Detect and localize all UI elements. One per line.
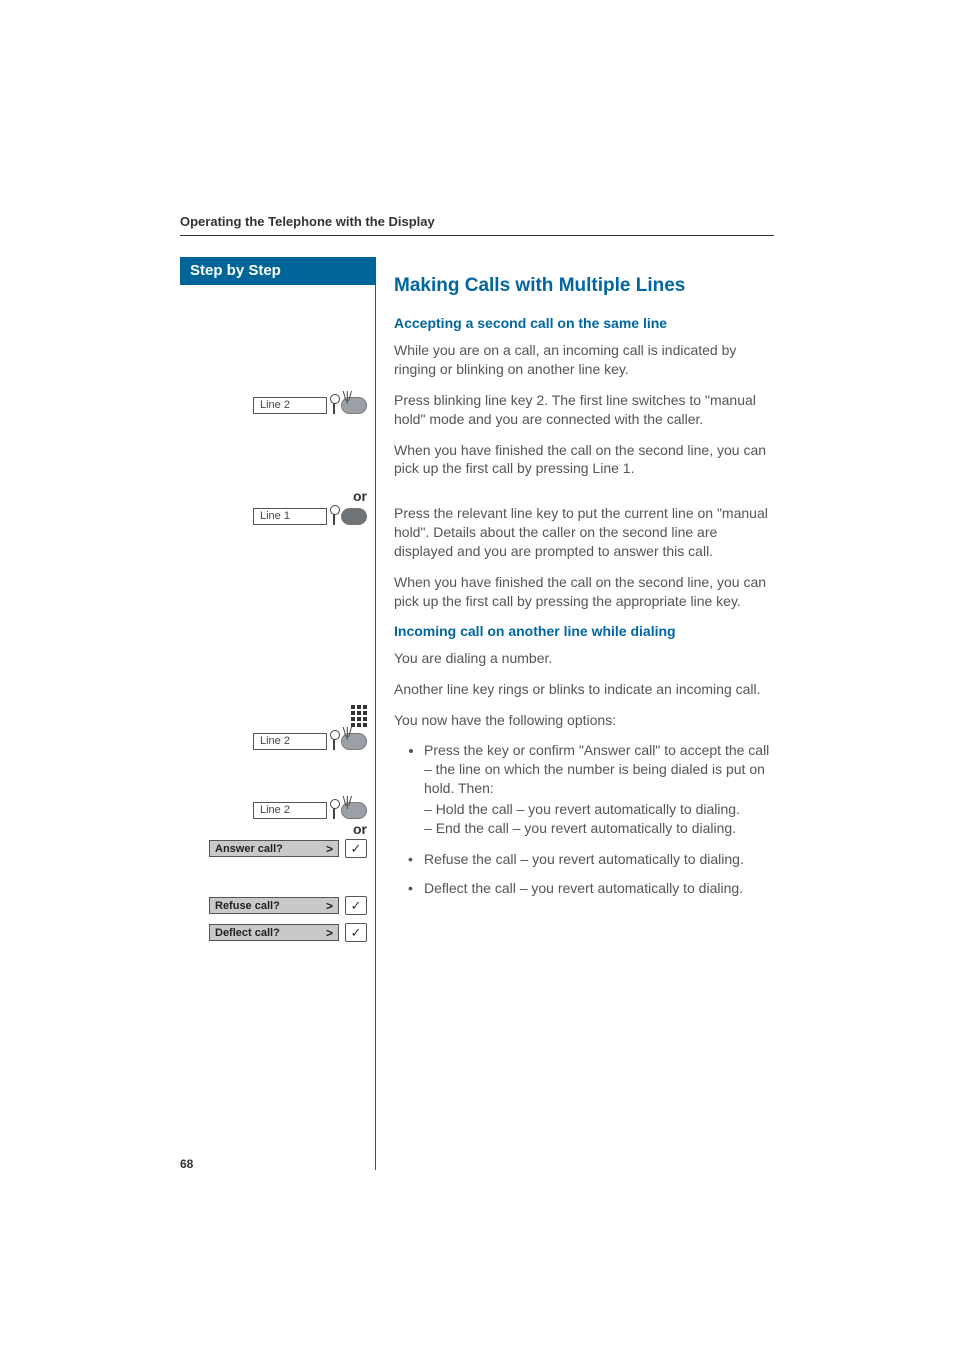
list-item: Press the key or confirm "Answer call" t…: [424, 741, 774, 837]
led-icon: [333, 509, 335, 525]
list-item: End the call – you revert automatically …: [424, 819, 774, 838]
list-item: Hold the call – you revert automatically…: [424, 800, 774, 819]
oval-key-icon[interactable]: [341, 508, 367, 525]
displaykey-label: Refuse call?: [215, 900, 280, 912]
confirm-button[interactable]: ✓: [345, 923, 367, 942]
two-column-layout: Step by Step \|/ Line 2 or Line 1: [180, 257, 774, 1170]
answer-call-displaykey[interactable]: Answer call? >: [209, 840, 339, 857]
page: Operating the Telephone with the Display…: [0, 0, 954, 1351]
paragraph: When you have finished the call on the s…: [394, 441, 774, 479]
displaykey-label: Deflect call?: [215, 927, 280, 939]
line-key-row: Line 1: [180, 508, 367, 525]
paragraph: You are dialing a number.: [394, 649, 774, 668]
paragraph: Another line key rings or blinks to indi…: [394, 680, 774, 699]
paragraph: Press blinking line key 2. The first lin…: [394, 391, 774, 429]
or-label: or: [180, 488, 367, 504]
display-key-row: Answer call? > ✓: [180, 839, 367, 858]
paragraph: When you have finished the call on the s…: [394, 573, 774, 611]
left-column: Step by Step \|/ Line 2 or Line 1: [180, 257, 376, 1170]
step-by-step-bar: Step by Step: [180, 257, 376, 285]
section-title: Making Calls with Multiple Lines: [394, 275, 774, 297]
chevron-icon: >: [320, 899, 333, 913]
line2-key-label: Line 2: [253, 397, 327, 414]
refuse-call-displaykey[interactable]: Refuse call? >: [209, 897, 339, 914]
line-key-row: \|/ Line 2: [180, 733, 367, 750]
blink-icon: \|/: [343, 724, 351, 740]
chevron-icon: >: [320, 926, 333, 940]
spacer: [180, 533, 367, 705]
line-key-row: \|/ Line 2: [180, 802, 367, 819]
running-head: Operating the Telephone with the Display: [180, 214, 774, 236]
confirm-button[interactable]: ✓: [345, 896, 367, 915]
line2-key-label: Line 2: [253, 733, 327, 750]
led-icon: [333, 803, 335, 819]
led-icon: [333, 398, 335, 414]
keypad-row: [180, 705, 367, 727]
spacer: [180, 758, 367, 802]
confirm-button[interactable]: ✓: [345, 839, 367, 858]
page-number: 68: [180, 1157, 193, 1171]
line-key-row: \|/ Line 2: [180, 397, 367, 414]
bullet-list: Press the key or confirm "Answer call" t…: [394, 741, 774, 837]
deflect-call-displaykey[interactable]: Deflect call? >: [209, 924, 339, 941]
led-icon: [333, 734, 335, 750]
blink-icon: \|/: [343, 793, 351, 809]
spacer: [180, 866, 367, 896]
subheading: Accepting a second call on the same line: [394, 315, 774, 331]
line2-key-label: Line 2: [253, 802, 327, 819]
display-key-row: Refuse call? > ✓: [180, 896, 367, 915]
spacer: [394, 490, 774, 504]
display-key-row: Deflect call? > ✓: [180, 923, 367, 942]
paragraph: Press the relevant line key to put the c…: [394, 504, 774, 561]
subheading: Incoming call on another line while dial…: [394, 623, 774, 639]
paragraph: While you are on a call, an incoming cal…: [394, 341, 774, 379]
left-column-body: \|/ Line 2 or Line 1: [180, 285, 376, 1170]
list-text: Press the key or confirm "Answer call" t…: [424, 742, 769, 796]
chevron-icon: >: [320, 842, 333, 856]
or-label: or: [180, 821, 367, 837]
paragraph: You now have the following options:: [394, 711, 774, 730]
list-item: Deflect the call – you revert automatica…: [394, 879, 774, 898]
right-column: Making Calls with Multiple Lines Accepti…: [376, 257, 774, 1170]
list-item: Refuse the call – you revert automatical…: [394, 850, 774, 869]
displaykey-label: Answer call?: [215, 843, 283, 855]
spacer: [180, 422, 367, 480]
spacer: [180, 285, 367, 397]
line1-key-label: Line 1: [253, 508, 327, 525]
sub-list: Hold the call – you revert automatically…: [424, 800, 774, 838]
blink-icon: \|/: [343, 388, 351, 404]
